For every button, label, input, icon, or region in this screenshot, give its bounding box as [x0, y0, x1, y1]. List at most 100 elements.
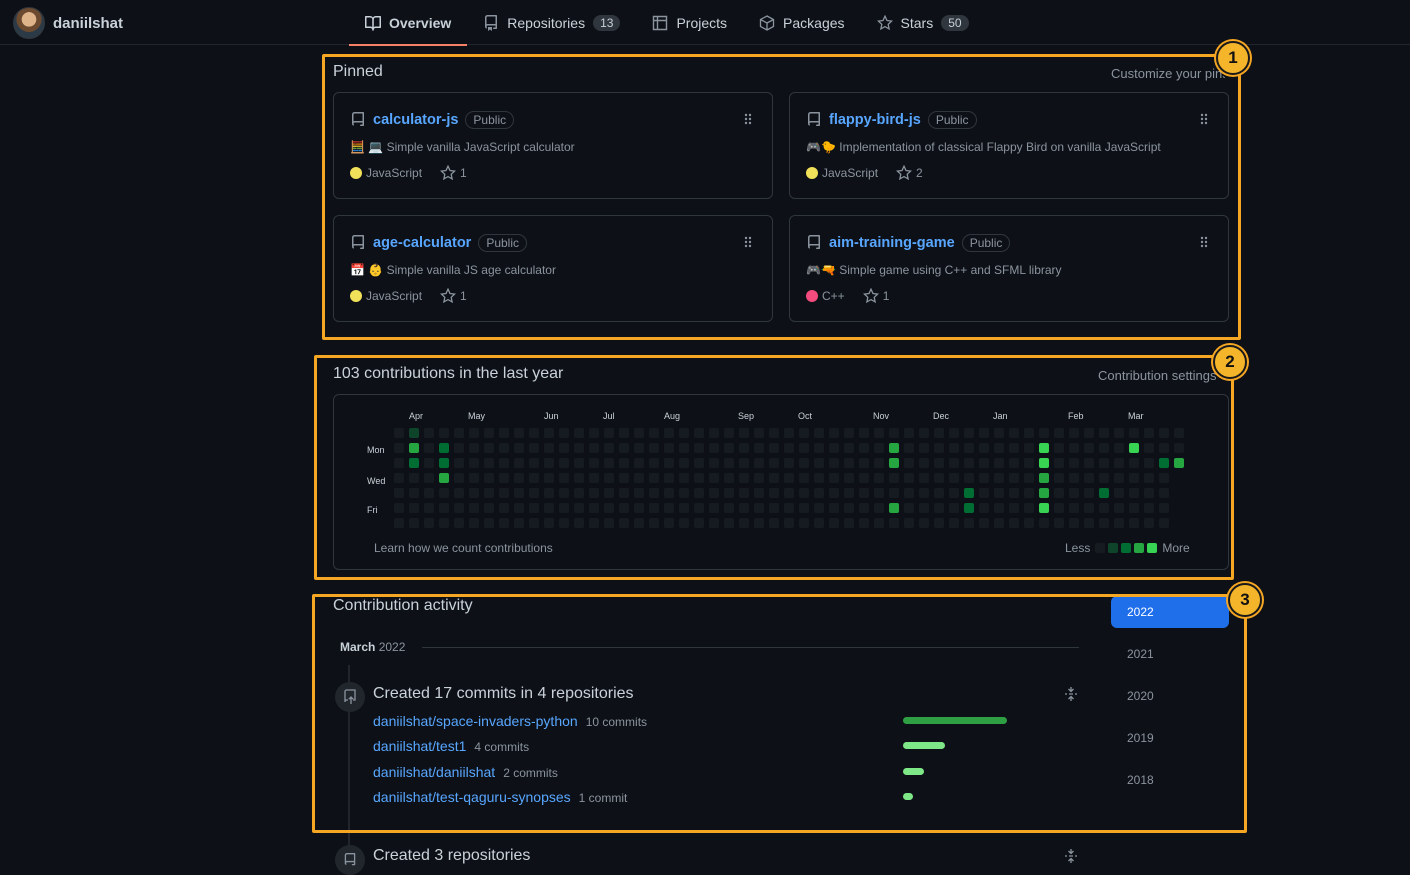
contribution-day[interactable]	[1054, 428, 1064, 438]
contribution-day[interactable]	[424, 473, 434, 483]
contribution-day[interactable]	[679, 428, 689, 438]
contribution-day[interactable]	[874, 443, 884, 453]
contribution-day[interactable]	[799, 503, 809, 513]
contribution-day[interactable]	[1009, 443, 1019, 453]
contribution-day[interactable]	[634, 518, 644, 528]
contribution-day[interactable]	[964, 473, 974, 483]
contribution-day[interactable]	[409, 443, 419, 453]
contribution-day[interactable]	[1039, 503, 1049, 513]
contribution-day[interactable]	[679, 503, 689, 513]
contribution-day[interactable]	[919, 488, 929, 498]
contribution-day[interactable]	[529, 443, 539, 453]
contribution-day[interactable]	[859, 503, 869, 513]
contribution-day[interactable]	[484, 443, 494, 453]
contribution-day[interactable]	[889, 458, 899, 468]
contribution-day[interactable]	[499, 443, 509, 453]
contribution-day[interactable]	[1129, 443, 1139, 453]
contribution-day[interactable]	[589, 428, 599, 438]
contribution-day[interactable]	[529, 428, 539, 438]
contribution-day[interactable]	[799, 518, 809, 528]
contribution-day[interactable]	[544, 488, 554, 498]
contribution-day[interactable]	[634, 458, 644, 468]
contribution-day[interactable]	[1054, 473, 1064, 483]
contribution-day[interactable]	[469, 473, 479, 483]
contribution-day[interactable]	[679, 518, 689, 528]
contribution-day[interactable]	[394, 488, 404, 498]
contribution-day[interactable]	[484, 488, 494, 498]
contribution-day[interactable]	[1129, 503, 1139, 513]
contribution-day[interactable]	[1159, 428, 1169, 438]
contribution-day[interactable]	[919, 428, 929, 438]
contribution-day[interactable]	[874, 458, 884, 468]
contribution-day[interactable]	[859, 443, 869, 453]
contribution-day[interactable]	[1174, 443, 1184, 453]
contribution-day[interactable]	[979, 503, 989, 513]
contribution-day[interactable]	[619, 488, 629, 498]
contribution-day[interactable]	[979, 428, 989, 438]
contribution-day[interactable]	[844, 473, 854, 483]
contribution-day[interactable]	[544, 473, 554, 483]
contribution-day[interactable]	[1009, 473, 1019, 483]
year-2019[interactable]: 2019	[1127, 731, 1154, 745]
contribution-day[interactable]	[949, 488, 959, 498]
contribution-day[interactable]	[409, 503, 419, 513]
drag-handle-icon[interactable]	[744, 236, 752, 248]
contribution-day[interactable]	[784, 473, 794, 483]
contribution-day[interactable]	[664, 503, 674, 513]
contribution-day[interactable]	[694, 428, 704, 438]
repo-stars[interactable]: 1	[862, 288, 889, 304]
contribution-day[interactable]	[1024, 503, 1034, 513]
contribution-day[interactable]	[709, 488, 719, 498]
contribution-day[interactable]	[1069, 443, 1079, 453]
contribution-day[interactable]	[484, 518, 494, 528]
contribution-day[interactable]	[814, 518, 824, 528]
contribution-day[interactable]	[1009, 503, 1019, 513]
contribution-day[interactable]	[1099, 458, 1109, 468]
contribution-day[interactable]	[544, 428, 554, 438]
contribution-day[interactable]	[949, 518, 959, 528]
contribution-day[interactable]	[394, 443, 404, 453]
contribution-day[interactable]	[499, 428, 509, 438]
contribution-day[interactable]	[409, 488, 419, 498]
contribution-day[interactable]	[394, 503, 404, 513]
contribution-day[interactable]	[874, 518, 884, 528]
contribution-day[interactable]	[829, 473, 839, 483]
contribution-day[interactable]	[559, 443, 569, 453]
contribution-day[interactable]	[739, 458, 749, 468]
contribution-day[interactable]	[1024, 518, 1034, 528]
contribution-day[interactable]	[1114, 518, 1124, 528]
contribution-day[interactable]	[1129, 428, 1139, 438]
contribution-day[interactable]	[964, 428, 974, 438]
tab-stars[interactable]: Stars 50	[861, 0, 985, 45]
contribution-day[interactable]	[889, 503, 899, 513]
contribution-day[interactable]	[889, 428, 899, 438]
contribution-day[interactable]	[709, 428, 719, 438]
contribution-day[interactable]	[994, 458, 1004, 468]
contribution-day[interactable]	[664, 488, 674, 498]
contribution-day[interactable]	[1009, 428, 1019, 438]
contribution-day[interactable]	[829, 428, 839, 438]
user-identity[interactable]: daniilshat	[13, 7, 123, 39]
contribution-day[interactable]	[829, 458, 839, 468]
repo-stars[interactable]: 1	[440, 288, 467, 304]
contribution-day[interactable]	[784, 443, 794, 453]
contribution-day[interactable]	[394, 473, 404, 483]
contribution-day[interactable]	[1144, 488, 1154, 498]
contribution-day[interactable]	[634, 443, 644, 453]
contribution-day[interactable]	[1099, 488, 1109, 498]
commits-summary[interactable]: Created 17 commits in 4 repositories	[373, 685, 634, 702]
year-2020[interactable]: 2020	[1127, 689, 1154, 703]
activity-repo-link[interactable]: daniilshat/test1	[373, 738, 467, 754]
contribution-day[interactable]	[844, 428, 854, 438]
contribution-day[interactable]	[754, 428, 764, 438]
contribution-day[interactable]	[889, 488, 899, 498]
contribution-day[interactable]	[424, 503, 434, 513]
contribution-day[interactable]	[754, 458, 764, 468]
contribution-day[interactable]	[1024, 473, 1034, 483]
contribution-day[interactable]	[1024, 443, 1034, 453]
contribution-day[interactable]	[499, 458, 509, 468]
contribution-day[interactable]	[574, 518, 584, 528]
commit-count[interactable]: 4 commits	[474, 740, 530, 754]
contribution-day[interactable]	[979, 458, 989, 468]
commit-count[interactable]: 2 commits	[503, 766, 558, 780]
